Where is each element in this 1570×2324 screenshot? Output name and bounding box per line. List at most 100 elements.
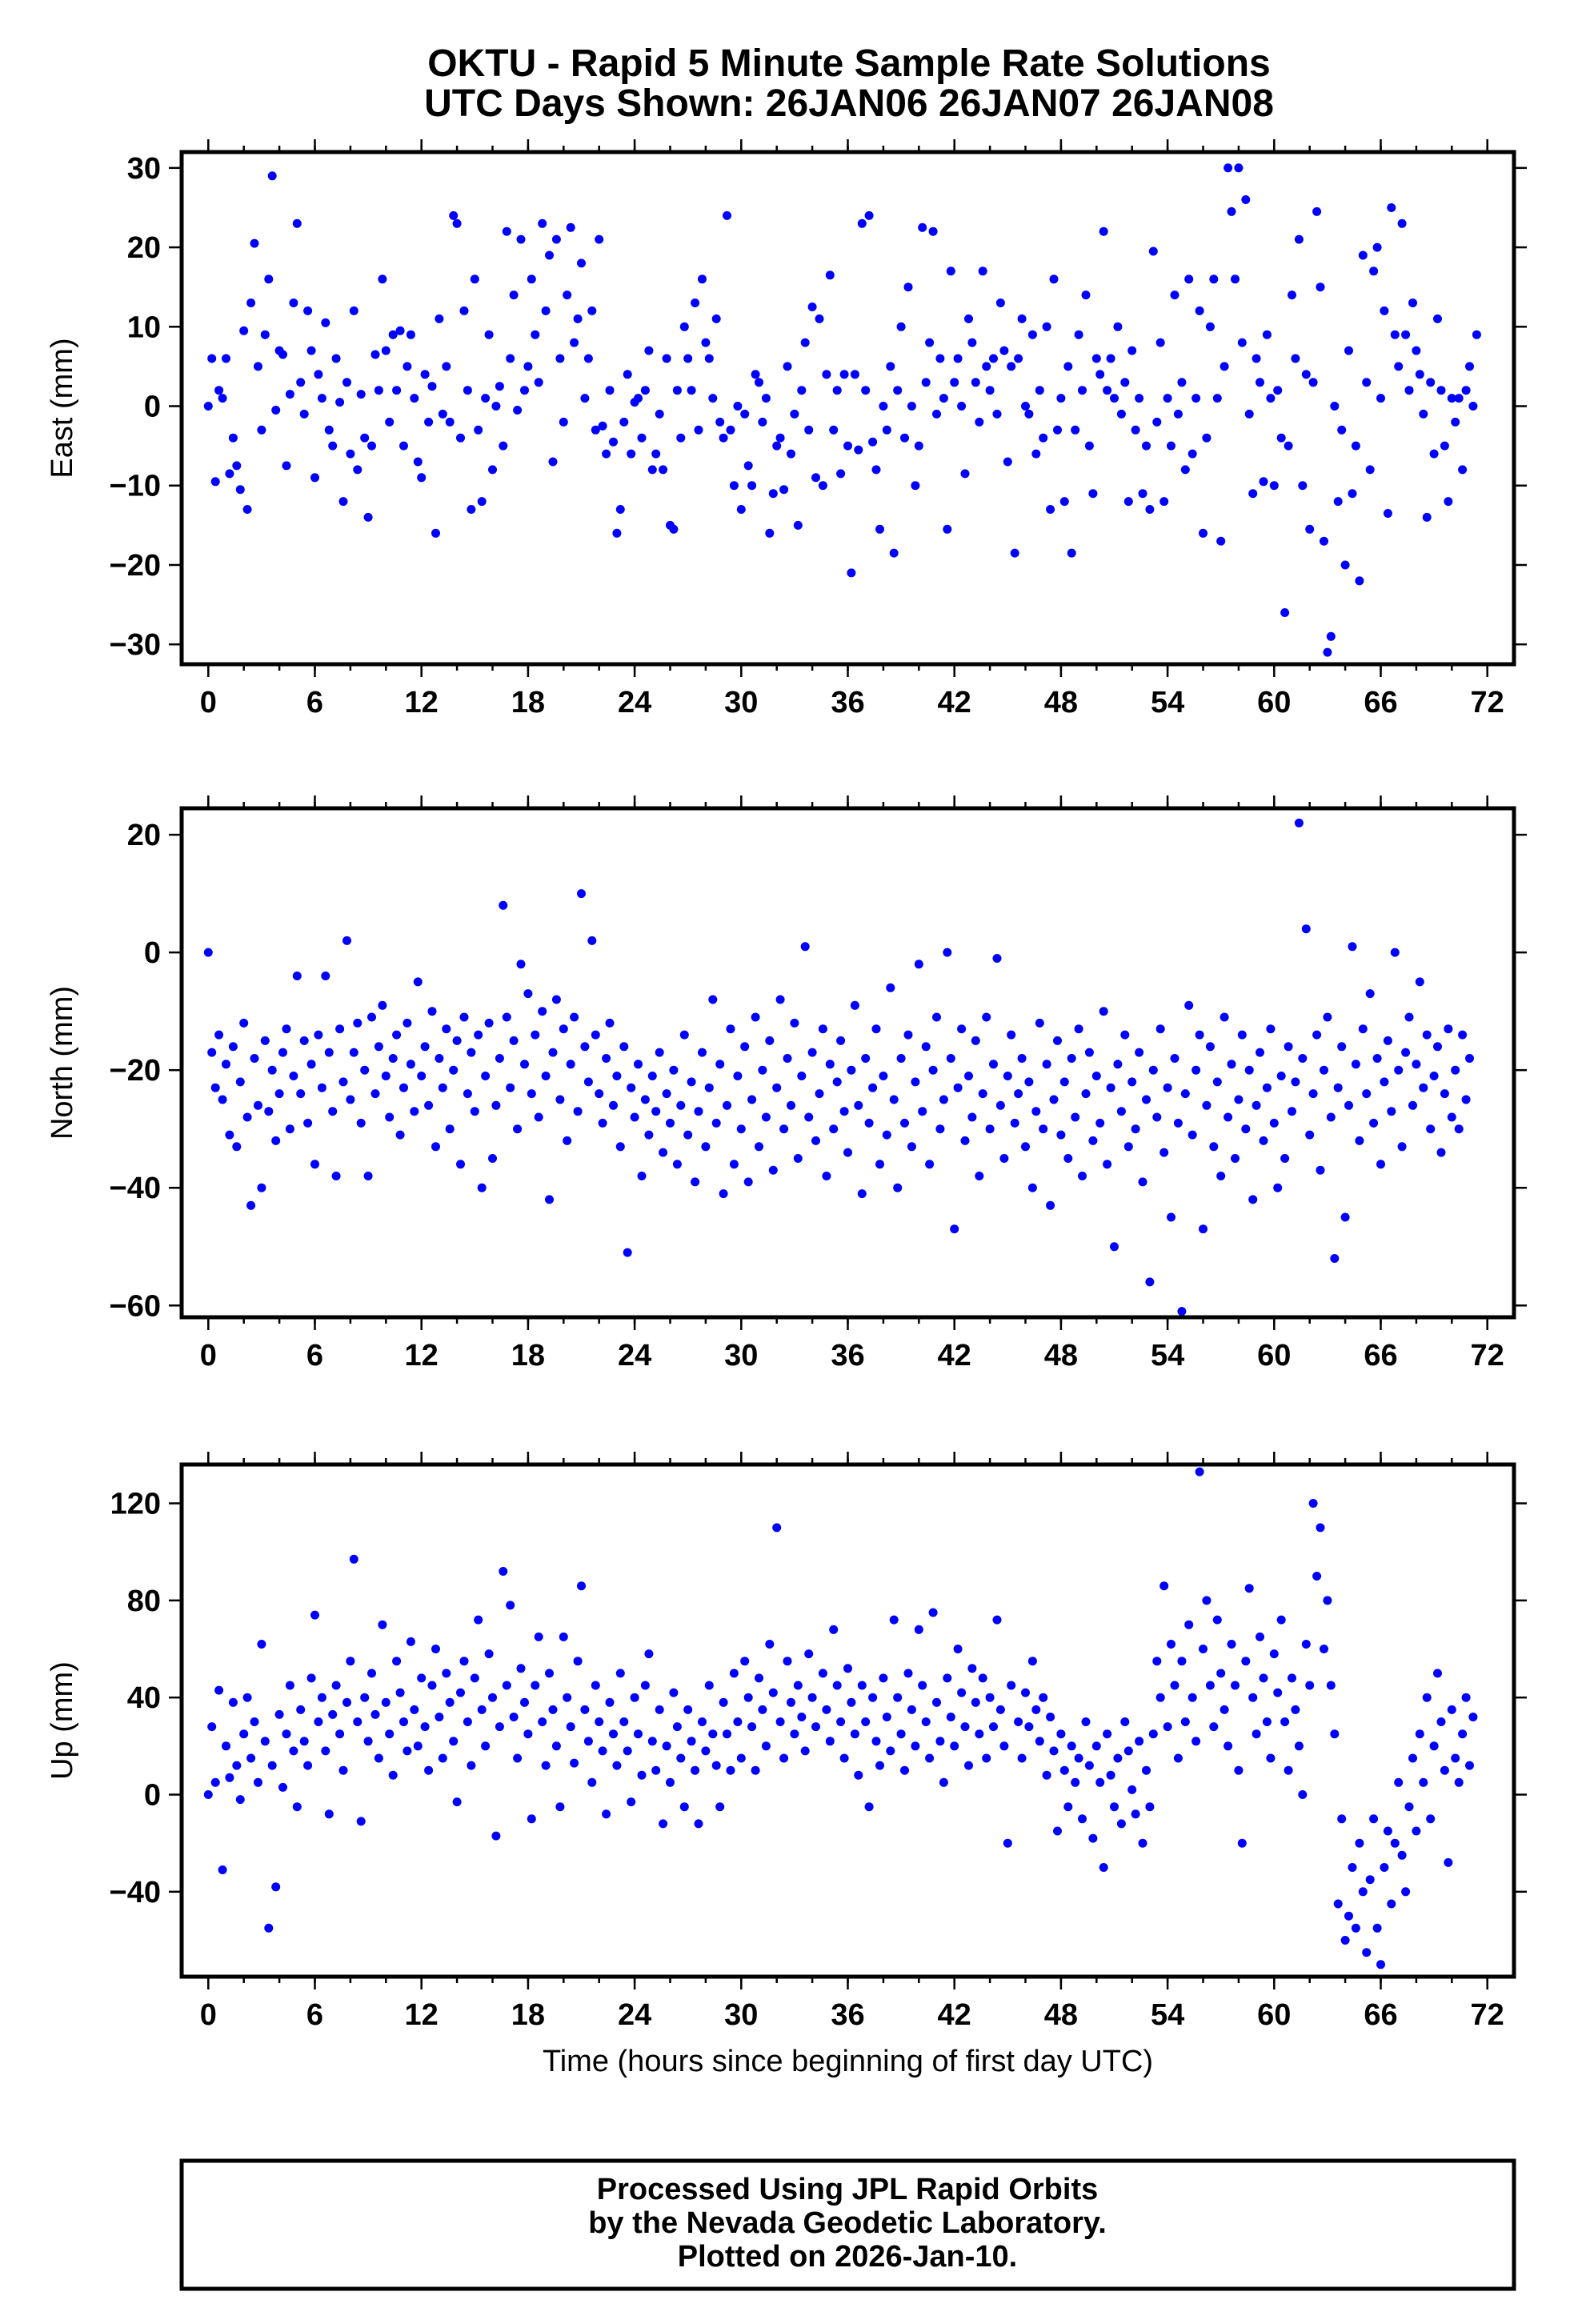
east-point: [829, 425, 839, 435]
up-point: [1461, 1693, 1471, 1702]
up-point: [950, 1741, 959, 1751]
east-point: [523, 362, 533, 371]
east-point: [306, 346, 316, 355]
east-x-tick-label: 18: [511, 686, 545, 719]
north-point: [1209, 1142, 1219, 1152]
north-point: [683, 1130, 693, 1140]
north-point: [715, 1060, 725, 1069]
east-x-tick-label: 72: [1471, 686, 1504, 719]
east-point: [310, 473, 319, 483]
up-point: [1333, 1899, 1343, 1909]
east-point: [1252, 354, 1261, 363]
north-point: [815, 1089, 824, 1099]
north-point: [449, 1065, 459, 1075]
east-point: [541, 306, 551, 315]
up-point: [886, 1746, 895, 1756]
east-point: [779, 485, 789, 495]
east-point: [513, 406, 523, 415]
north-point: [765, 1036, 775, 1045]
east-point: [1444, 497, 1453, 507]
east-point: [445, 417, 455, 427]
east-point: [790, 409, 799, 419]
north-point: [1103, 1160, 1112, 1169]
east-point: [495, 382, 504, 391]
east-point: [1184, 274, 1194, 284]
east-point: [484, 330, 494, 339]
up-point: [438, 1753, 447, 1763]
up-point: [1394, 1777, 1404, 1787]
east-point: [743, 461, 753, 471]
up-point: [1152, 1657, 1162, 1666]
up-point: [1273, 1688, 1283, 1697]
east-point: [1042, 322, 1051, 331]
east-point: [278, 350, 287, 359]
north-point: [669, 1065, 679, 1075]
north-point: [1440, 1089, 1449, 1099]
up-y-tick-label: 120: [110, 1488, 161, 1521]
east-point: [403, 362, 412, 371]
east-point: [903, 282, 913, 292]
east-point: [477, 497, 487, 507]
east-point: [1127, 346, 1137, 355]
up-point: [385, 1729, 395, 1739]
east-y-tick-label: 0: [144, 391, 161, 424]
up-point: [527, 1814, 536, 1824]
up-point: [328, 1709, 338, 1719]
up-point: [367, 1669, 376, 1678]
up-point: [1135, 1737, 1144, 1746]
up-point: [267, 1761, 277, 1770]
east-point: [928, 226, 938, 236]
up-point: [292, 1802, 302, 1812]
up-point: [943, 1673, 952, 1683]
north-point: [438, 1083, 447, 1092]
up-point: [843, 1664, 852, 1673]
north-point: [921, 1042, 931, 1052]
up-point: [222, 1741, 230, 1751]
north-point: [1167, 1212, 1175, 1222]
up-point: [431, 1645, 440, 1653]
up-point: [1103, 1729, 1112, 1739]
up-point: [978, 1673, 987, 1683]
north-point: [982, 1012, 991, 1022]
north-point: [1288, 1107, 1296, 1116]
north-point: [1458, 1030, 1468, 1040]
east-point: [676, 433, 686, 443]
up-point: [314, 1717, 323, 1726]
east-point: [793, 520, 803, 530]
up-point: [925, 1753, 935, 1763]
east-point: [1244, 409, 1254, 419]
east-point: [921, 378, 931, 387]
up-point: [751, 1765, 760, 1775]
up-point: [1091, 1741, 1101, 1751]
east-point: [474, 425, 483, 435]
up-point: [1017, 1753, 1027, 1763]
east-point: [886, 362, 895, 371]
up-point: [896, 1729, 906, 1739]
up-point: [1195, 1467, 1204, 1477]
up-point: [1039, 1693, 1048, 1702]
east-point: [346, 449, 355, 459]
north-y-axis-label: North (mm): [46, 986, 79, 1140]
east-point: [271, 406, 281, 415]
up-y-tick-label: 80: [127, 1585, 161, 1618]
north-point: [1344, 1100, 1353, 1110]
east-point: [1390, 330, 1400, 339]
north-point: [957, 1024, 967, 1034]
north-point: [598, 1118, 607, 1128]
north-point: [1237, 1030, 1247, 1040]
up-point: [1035, 1737, 1044, 1746]
up-point: [960, 1722, 970, 1732]
east-y-tick-label: 20: [127, 231, 161, 265]
up-point: [1372, 1923, 1382, 1933]
up-point: [1184, 1620, 1194, 1629]
north-point: [1227, 1060, 1236, 1069]
east-point: [452, 218, 462, 228]
north-point: [1298, 1054, 1308, 1063]
north-point: [627, 1083, 636, 1092]
up-point: [672, 1722, 682, 1732]
up-point: [1231, 1681, 1240, 1690]
north-point: [861, 1054, 871, 1063]
north-point: [843, 1148, 852, 1157]
up-point: [1308, 1499, 1318, 1508]
up-point: [683, 1705, 693, 1714]
